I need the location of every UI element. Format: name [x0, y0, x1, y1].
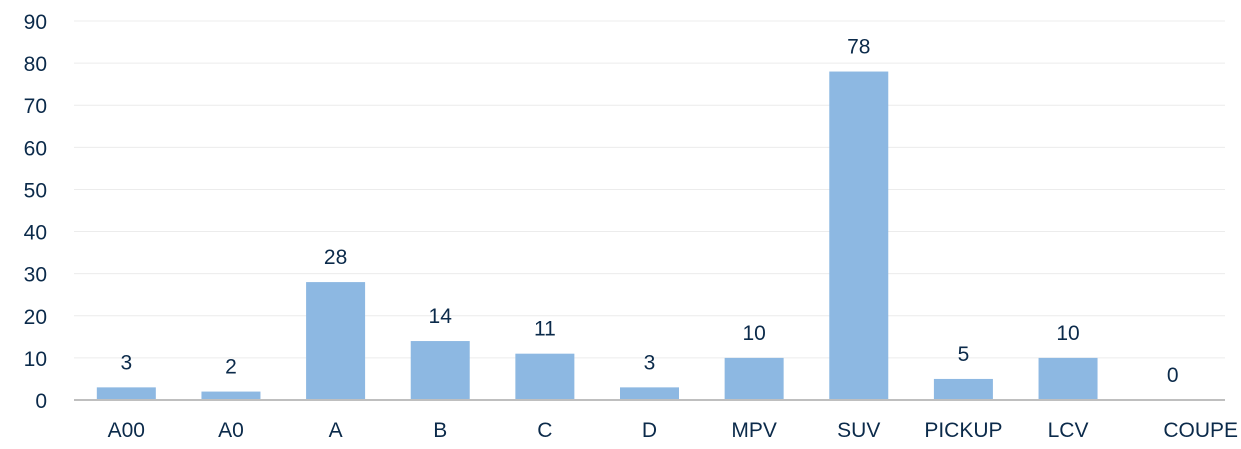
- y-tick-label: 50: [24, 179, 47, 202]
- data-label: 14: [429, 305, 453, 328]
- y-tick-label: 80: [24, 53, 47, 76]
- x-tick-label: B: [433, 419, 447, 442]
- x-tick-label: D: [642, 419, 657, 442]
- data-label: 10: [1056, 322, 1079, 345]
- data-label: 11: [534, 318, 556, 341]
- data-label: 78: [847, 36, 870, 59]
- bar-pickup: [933, 378, 993, 400]
- data-label: 0: [1167, 364, 1179, 387]
- x-tick-label: PICKUP: [924, 419, 1002, 442]
- y-tick-label: 0: [35, 390, 47, 413]
- bar-mpv: [724, 357, 784, 400]
- data-label: 10: [742, 322, 765, 345]
- y-tick-label: 60: [24, 137, 47, 160]
- y-axis-ticks: 0 10 20 30 40 50 60 70 80 90: [24, 11, 47, 413]
- bar-a00: [96, 387, 156, 400]
- y-tick-label: 10: [24, 348, 47, 371]
- x-tick-label: C: [537, 419, 552, 442]
- data-label: 3: [120, 351, 132, 374]
- bar-c: [515, 353, 575, 400]
- y-tick-label: 30: [24, 264, 47, 287]
- data-labels: 3 2 28 14 11 3 10 78 5 10 0: [120, 36, 1178, 387]
- x-tick-label: MPV: [731, 419, 777, 442]
- bar-lcv: [1038, 357, 1098, 400]
- y-tick-label: 90: [24, 11, 47, 34]
- x-tick-label: A00: [108, 419, 145, 442]
- x-tick-label: A0: [218, 419, 244, 442]
- bar-d: [620, 387, 679, 400]
- bar-a: [306, 282, 366, 400]
- gridlines: [74, 20, 1225, 359]
- data-label: 2: [225, 356, 237, 379]
- data-label: 28: [324, 246, 347, 269]
- x-tick-label: SUV: [837, 419, 880, 442]
- bar-suv: [829, 71, 889, 401]
- y-tick-label: 70: [24, 95, 47, 118]
- y-tick-label: 40: [24, 222, 47, 245]
- bars: [96, 71, 1098, 401]
- bar-a0: [201, 391, 261, 400]
- data-label: 5: [958, 343, 970, 366]
- x-axis-ticks: A00 A0 A B C D MPV SUV PICKUP LCV COUPE: [108, 419, 1238, 442]
- y-tick-label: 20: [24, 306, 47, 329]
- bar-b: [410, 341, 470, 400]
- x-tick-label: LCV: [1048, 419, 1089, 442]
- x-tick-label: COUPE: [1163, 419, 1238, 442]
- x-tick-label: A: [329, 419, 343, 442]
- data-label: 3: [644, 351, 656, 374]
